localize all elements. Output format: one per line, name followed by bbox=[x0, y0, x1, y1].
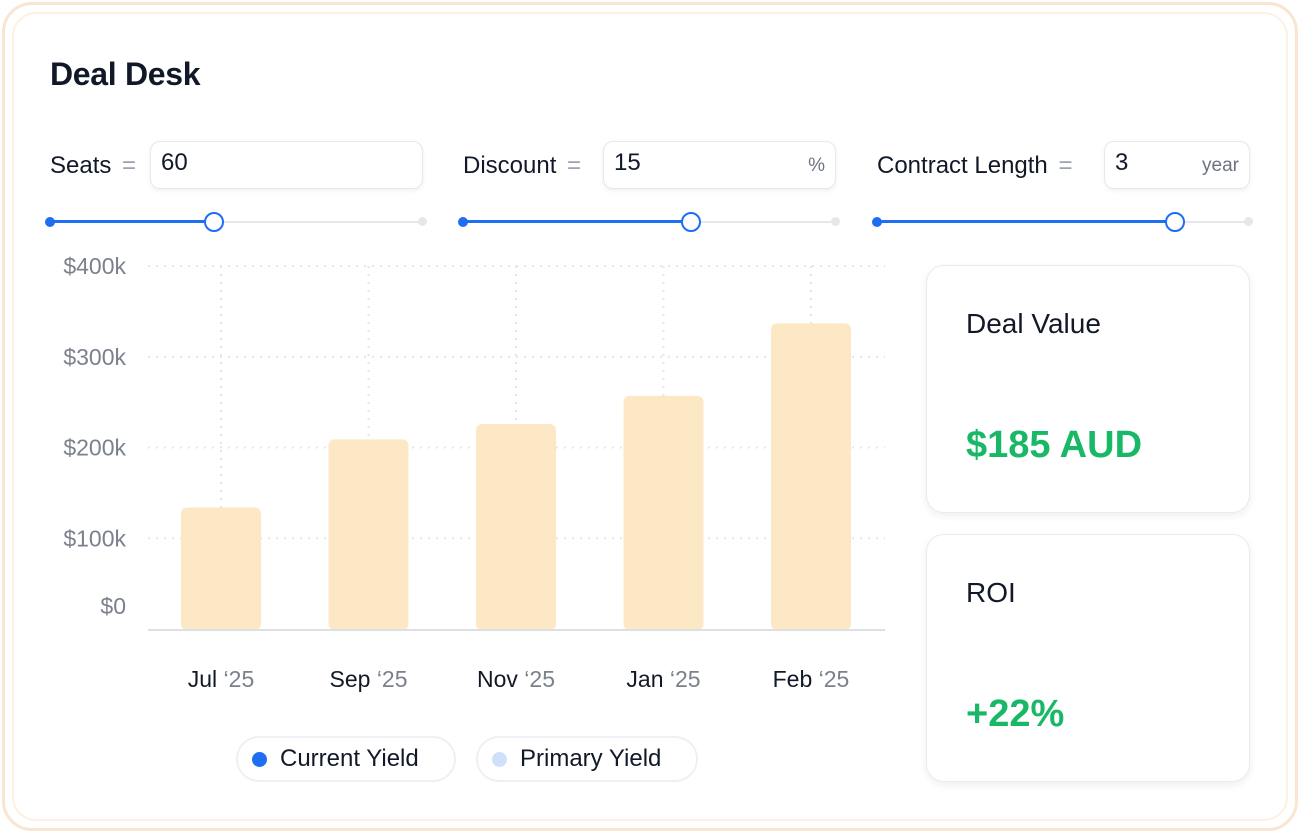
seats-input[interactable] bbox=[161, 149, 324, 177]
contract-length-label-text: Contract Length bbox=[877, 152, 1048, 179]
deal-value-card: Deal Value $185 AUD bbox=[926, 265, 1250, 513]
roi-card: ROI +22% bbox=[926, 534, 1250, 782]
x-tick-label: Nov ‘25 bbox=[477, 666, 555, 692]
seats-slider-end bbox=[418, 217, 427, 226]
y-tick-label: $200k bbox=[63, 435, 126, 461]
bar bbox=[476, 423, 556, 630]
seats-slider-fill bbox=[50, 220, 215, 223]
seats-equals: = bbox=[122, 152, 137, 179]
contract-length-input[interactable] bbox=[1115, 149, 1202, 177]
discount-slider[interactable] bbox=[458, 212, 840, 232]
y-tick-label: $300k bbox=[63, 344, 126, 370]
x-tick-label: Feb ‘25 bbox=[773, 666, 850, 692]
legend-primary-yield[interactable]: Primary Yield bbox=[476, 736, 698, 782]
bar bbox=[328, 439, 409, 630]
roi-title: ROI bbox=[966, 577, 1016, 608]
x-tick-label: Jul ‘25 bbox=[188, 666, 255, 692]
y-tick-label: $100k bbox=[63, 525, 126, 551]
contract-length-slider[interactable] bbox=[872, 212, 1253, 232]
seats-field[interactable] bbox=[150, 141, 423, 189]
x-tick-label: Sep ‘25 bbox=[329, 666, 407, 692]
discount-slider-end bbox=[831, 217, 840, 226]
discount-field[interactable]: % bbox=[603, 141, 836, 189]
bar bbox=[623, 395, 704, 630]
seats-label-text: Seats bbox=[50, 152, 112, 179]
contract-length-slider-fill bbox=[877, 220, 1175, 223]
seats-slider-start bbox=[45, 217, 55, 227]
discount-equals: = bbox=[567, 152, 582, 179]
contract-length-equals: = bbox=[1058, 152, 1073, 179]
roi-amount: +22% bbox=[966, 693, 1065, 735]
discount-label-text: Discount bbox=[463, 152, 557, 179]
contract-length-slider-thumb[interactable] bbox=[1164, 212, 1185, 232]
y-tick-label: $0 bbox=[100, 593, 126, 619]
seats-slider[interactable] bbox=[45, 212, 427, 232]
legend-current-yield-label: Current Yield bbox=[280, 745, 419, 772]
page-title: Deal Desk bbox=[50, 56, 201, 92]
contract-length-label: Contract Length = bbox=[877, 152, 1072, 180]
primary-yield-dot bbox=[492, 751, 507, 767]
discount-slider-fill bbox=[463, 220, 691, 223]
deal-value-amount: $185 AUD bbox=[966, 424, 1143, 466]
y-tick-label: $400k bbox=[63, 253, 126, 279]
discount-input[interactable] bbox=[614, 149, 753, 177]
seats-slider-thumb[interactable] bbox=[204, 212, 225, 232]
bar bbox=[771, 323, 851, 630]
deal-value-title: Deal Value bbox=[966, 308, 1101, 339]
x-tick-label: Jan ‘25 bbox=[626, 666, 700, 692]
contract-length-slider-end bbox=[1244, 217, 1253, 226]
card-frame-inner bbox=[12, 12, 1288, 821]
contract-length-field[interactable]: year bbox=[1104, 141, 1250, 189]
legend-current-yield[interactable]: Current Yield bbox=[236, 736, 456, 782]
discount-label: Discount = bbox=[463, 152, 581, 180]
seats-slider-rail bbox=[50, 221, 423, 223]
contract-length-unit: year bbox=[1202, 155, 1239, 176]
current-yield-dot bbox=[252, 751, 267, 767]
discount-unit: % bbox=[808, 155, 825, 176]
seats-label: Seats = bbox=[50, 152, 136, 180]
legend-primary-yield-label: Primary Yield bbox=[520, 745, 662, 772]
yield-bar-chart: $0 $100k $200k $300k $400k Jul ‘25 Sep ‘25 Nov … bbox=[63, 253, 885, 692]
bar bbox=[181, 507, 261, 630]
discount-slider-thumb[interactable] bbox=[680, 212, 701, 232]
discount-slider-start bbox=[458, 217, 468, 227]
contract-length-slider-start bbox=[872, 217, 882, 227]
